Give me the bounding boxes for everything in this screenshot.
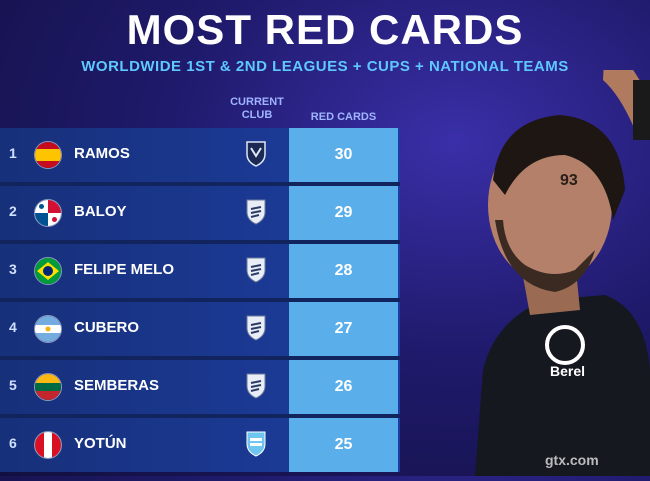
player-name: BALOY (74, 203, 127, 220)
shield-crest-icon (244, 198, 268, 226)
rank-number: 3 (9, 261, 17, 277)
player-name: CUBERO (74, 319, 140, 336)
row-divider (0, 298, 400, 302)
table-row: 2 BALOY 29 (0, 186, 400, 240)
shield-crest-icon (244, 256, 268, 284)
shield-crest-icon (244, 372, 268, 400)
table-row: 4 CUBERO 27 (0, 302, 400, 356)
monterrey-crest-icon (244, 140, 268, 168)
row-divider (0, 356, 400, 360)
red-cards-count: 25 (289, 418, 398, 472)
red-cards-count: 30 (289, 128, 398, 182)
spain-flag-icon (34, 141, 62, 169)
rank-number: 5 (9, 377, 17, 393)
table-row: 5 SEMBERAS 26 (0, 360, 400, 414)
peru-flag-icon (34, 431, 62, 459)
argentina-flag-icon (34, 315, 62, 343)
page-subtitle: WORLDWIDE 1ST & 2ND LEAGUES + CUPS + NAT… (81, 58, 569, 75)
shield-crest-icon (244, 314, 268, 342)
panama-flag-icon (34, 199, 62, 227)
rank-number: 4 (9, 319, 17, 335)
watermark: gtx.com (545, 452, 599, 468)
row-divider (0, 414, 400, 418)
player-name: RAMOS (74, 145, 130, 162)
table-row: 3 FELIPE MELO 28 (0, 244, 400, 298)
row-divider (0, 240, 400, 244)
red-cards-count: 28 (289, 244, 398, 298)
brazil-flag-icon (34, 257, 62, 285)
rank-number: 6 (9, 435, 17, 451)
table-row: 6 YOTÚN 25 (0, 418, 400, 472)
page-title: MOST RED CARDS (126, 6, 524, 53)
row-divider (0, 182, 400, 186)
red-cards-count: 27 (289, 302, 398, 356)
sporting-cristal-crest-icon (244, 430, 268, 458)
player-name: SEMBERAS (74, 377, 160, 394)
header-red-cards: RED CARDS (310, 111, 377, 123)
player-photo: Berel 93 (455, 6, 650, 476)
shirt-number-tattoo: 93 (560, 172, 578, 189)
header-current-club: CURRENT CLUB (230, 96, 284, 121)
player-name: FELIPE MELO (74, 261, 175, 278)
red-cards-count: 29 (289, 186, 398, 240)
table-row: 1 RAMOS 30 (0, 128, 400, 182)
player-name: YOTÚN (74, 435, 127, 452)
red-cards-count: 26 (289, 360, 398, 414)
sponsor-text: Berel (550, 363, 585, 379)
rank-number: 1 (9, 145, 17, 161)
lithuania-flag-icon (34, 373, 62, 401)
rank-number: 2 (9, 203, 17, 219)
